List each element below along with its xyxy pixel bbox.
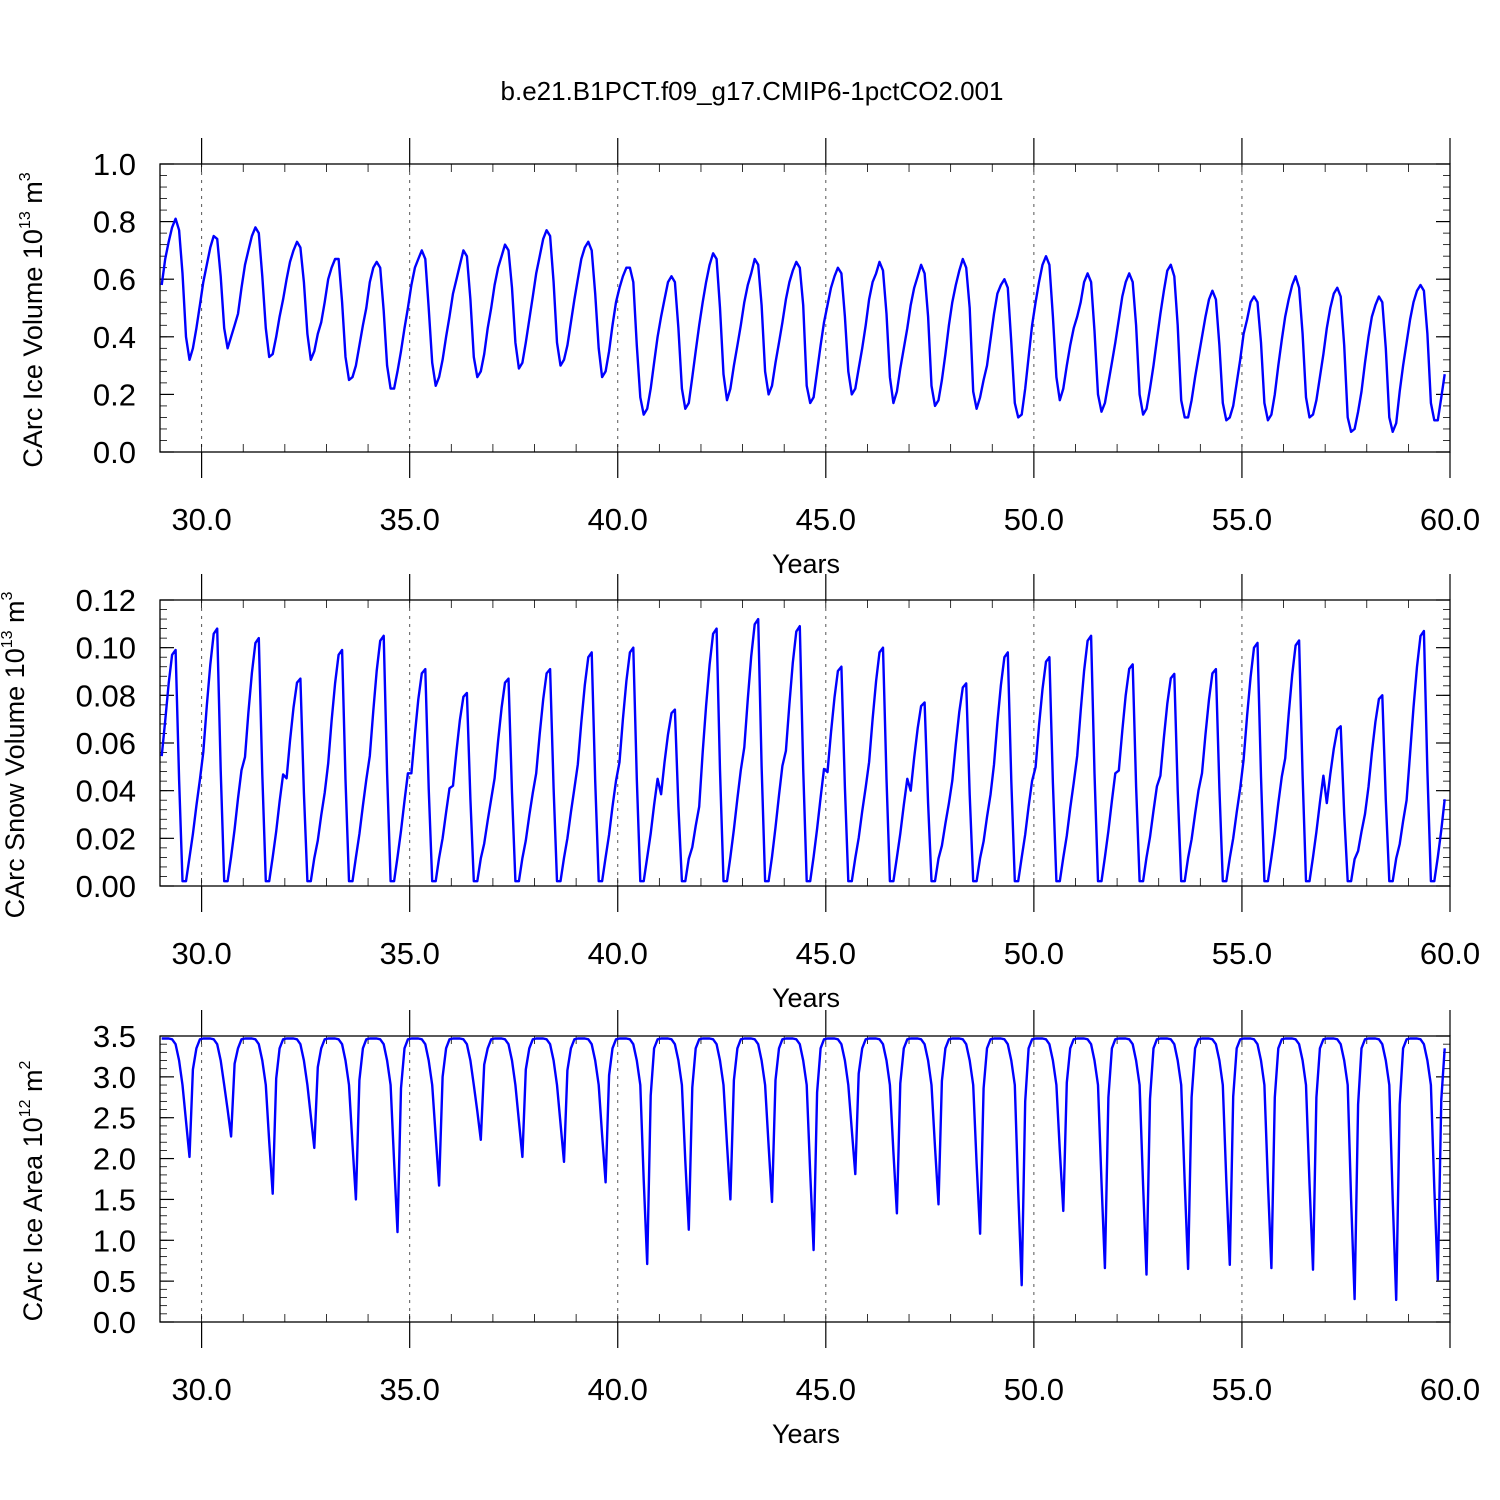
series-line-1	[161, 1037, 1446, 1302]
x-tick-label: 55.0	[1212, 1372, 1272, 1407]
x-tick-label: 45.0	[796, 502, 856, 537]
y-tick-label: 0.0	[93, 435, 136, 470]
y-tick-label: 0.6	[93, 262, 136, 297]
x-tick-label: 50.0	[1004, 1372, 1064, 1407]
x-tick-label: 45.0	[796, 936, 856, 971]
y-tick-label: 0.00	[76, 869, 136, 904]
series-line-1	[160, 617, 1446, 883]
plot-frame	[159, 163, 1451, 453]
series-line-1	[160, 217, 1446, 433]
y-tick-label: 1.0	[93, 1223, 136, 1258]
y-tick-label: 0.02	[76, 821, 136, 856]
panel-2: 0.00 0.02 0.04 0.06 0.08 0.10 0.12 30.0 35.0 40.0…	[0, 574, 1480, 1013]
y-tick-label: 0.5	[93, 1264, 136, 1299]
x-tick-label: 35.0	[380, 502, 440, 537]
x-tick-label: 40.0	[588, 936, 648, 971]
y-axis-label: CArc Ice Area 1012 m2	[17, 1061, 48, 1322]
x-tick-label: 40.0	[588, 502, 648, 537]
x-tick-label: 60.0	[1420, 1372, 1480, 1407]
y-tick-label: 0.4	[93, 320, 136, 355]
y-tick-label: 0.12	[76, 583, 136, 618]
x-tick-label: 30.0	[171, 502, 231, 537]
x-tick-label: 30.0	[171, 936, 231, 971]
y-axis-label: CArc Snow Volume 1013 m3	[0, 591, 30, 918]
x-tick-label: 45.0	[796, 1372, 856, 1407]
panel-1: 0.0 0.2 0.4 0.6 0.8 1.0 30.0 35.0 40.0 45.0 50.0 55…	[17, 138, 1480, 579]
y-tick-label: 0.06	[76, 726, 136, 761]
x-tick-label: 50.0	[1004, 936, 1064, 971]
x-tick-label: 60.0	[1420, 936, 1480, 971]
x-tick-label: 60.0	[1420, 502, 1480, 537]
y-axis-label: CArc Ice Volume 1013 m3	[17, 172, 48, 467]
y-tick-label: 0.0	[93, 1305, 136, 1340]
y-tick-label: 0.04	[76, 774, 136, 809]
x-axis-label: Years	[772, 549, 840, 579]
x-tick-label: 35.0	[380, 936, 440, 971]
x-axis-label: Years	[772, 1419, 840, 1449]
y-tick-label: 2.0	[93, 1142, 136, 1177]
y-tick-label: 0.8	[93, 205, 136, 240]
y-tick-label: 3.5	[93, 1019, 136, 1054]
x-tick-label: 40.0	[588, 1372, 648, 1407]
y-tick-label: 0.08	[76, 678, 136, 713]
y-tick-label: 1.5	[93, 1182, 136, 1217]
x-tick-label: 55.0	[1212, 502, 1272, 537]
plot-frame	[159, 1035, 1451, 1323]
panels: 0.0 0.2 0.4 0.6 0.8 1.0 30.0 35.0 40.0 45.0 50.0 55…	[0, 138, 1480, 1449]
y-tick-label: 0.2	[93, 377, 136, 412]
panel-3: 0.0 0.5 1.0 1.5 2.0 2.5 3.0 3.5 30.0 35.0 40.0 45.0…	[17, 1010, 1480, 1449]
x-tick-label: 55.0	[1212, 936, 1272, 971]
y-tick-label: 1.0	[93, 147, 136, 182]
x-tick-label: 30.0	[171, 1372, 231, 1407]
x-axis-label: Years	[772, 983, 840, 1013]
y-tick-label: 2.5	[93, 1101, 136, 1136]
x-tick-label: 35.0	[380, 1372, 440, 1407]
y-tick-label: 0.10	[76, 631, 136, 666]
figure-title: b.e21.B1PCT.f09_g17.CMIP6-1pctCO2.001	[501, 76, 1004, 106]
y-tick-label: 3.0	[93, 1060, 136, 1095]
x-tick-label: 50.0	[1004, 502, 1064, 537]
